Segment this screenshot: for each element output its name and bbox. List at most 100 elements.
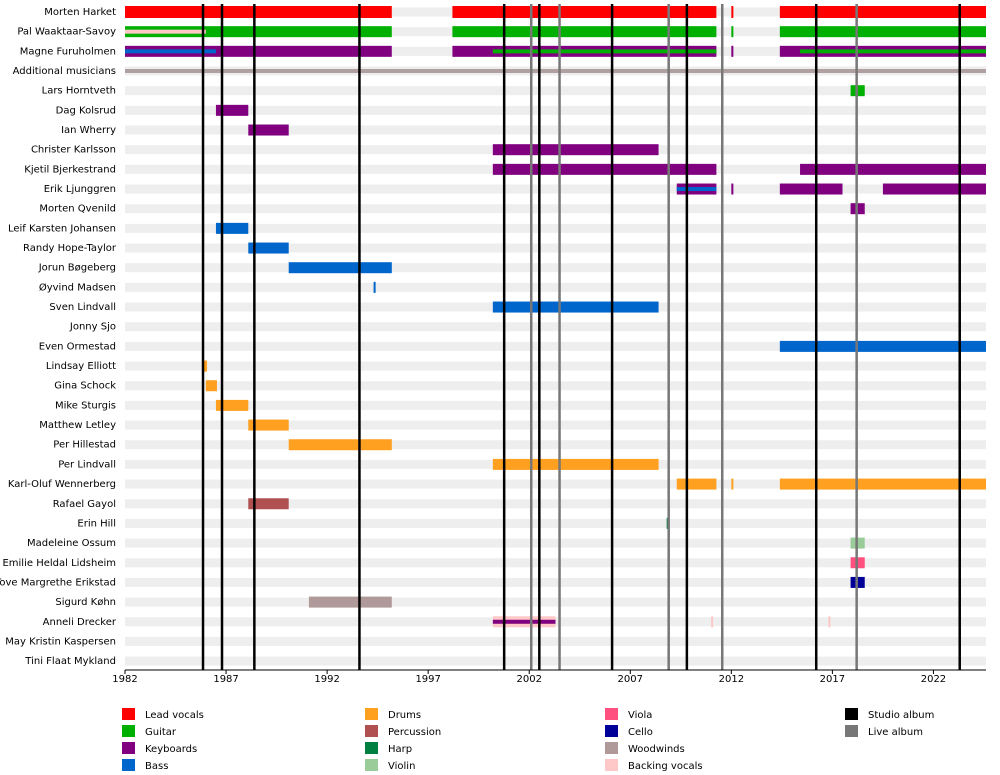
member-name: Rafael Gayol — [53, 499, 116, 510]
x-tick-label: 1987 — [213, 674, 238, 685]
role-bar — [676, 187, 717, 192]
member-name: Tove Margrethe Erikstad — [0, 577, 116, 588]
legend-label: Woodwinds — [628, 744, 685, 755]
role-bar — [125, 49, 216, 54]
legend-swatch — [605, 742, 618, 754]
row-band — [125, 558, 986, 568]
member-name: Emilie Heldal Lidsheim — [2, 558, 116, 569]
member-name: Per Hillestad — [53, 440, 116, 451]
role-bar — [800, 163, 986, 175]
role-bar — [492, 619, 556, 624]
role-bar — [203, 360, 208, 372]
legend-swatch — [122, 759, 135, 771]
x-tick-label: 1982 — [112, 674, 137, 685]
role-bar — [731, 26, 734, 38]
row-band — [125, 499, 986, 509]
legend-label: Percussion — [388, 727, 441, 738]
row-band — [125, 597, 986, 607]
member-name: Pal Waaktaar-Savoy — [17, 27, 116, 38]
member-name: Jonny Sjo — [69, 322, 116, 333]
role-bar — [731, 183, 734, 195]
role-bar — [248, 242, 289, 254]
legend-label: Backing vocals — [628, 761, 703, 772]
member-name: Randy Hope-Taylor — [23, 243, 117, 254]
row-band — [125, 223, 986, 233]
member-name: Per Lindvall — [58, 459, 116, 470]
member-name: Sven Lindvall — [49, 302, 116, 313]
x-tick-label: 1997 — [415, 674, 440, 685]
member-name: Magne Furuholmen — [20, 46, 116, 57]
row-band — [125, 125, 986, 135]
role-bar — [373, 281, 376, 293]
legend-label: Lead vocals — [145, 710, 204, 721]
legend-label: Viola — [628, 710, 652, 721]
role-bar — [452, 6, 717, 18]
role-bar — [215, 104, 249, 116]
row-band — [125, 656, 986, 666]
legend-label: Live album — [868, 727, 923, 738]
member-name: Erik Ljunggren — [44, 184, 116, 195]
row-band — [125, 636, 986, 646]
legend-swatch — [605, 725, 618, 737]
row-band — [125, 105, 986, 115]
separator — [125, 69, 986, 74]
member-name: Lindsay Elliott — [46, 361, 116, 372]
member-name: Sigurd Køhn — [55, 597, 116, 608]
legend-label: Violin — [388, 761, 415, 772]
role-bar — [288, 439, 392, 451]
role-bar — [666, 517, 669, 529]
member-name: Ian Wherry — [61, 125, 116, 136]
member-name: Christer Karlsson — [31, 145, 116, 156]
row-band — [125, 204, 986, 214]
role-bar — [125, 45, 392, 57]
legend-label: Studio album — [868, 710, 934, 721]
member-name: May Kristin Kaspersen — [5, 636, 116, 647]
legend-swatch — [122, 725, 135, 737]
member-name: Gina Schock — [54, 381, 116, 392]
row-band — [125, 381, 986, 391]
role-bar — [125, 29, 206, 34]
x-tick-label: 2012 — [719, 674, 744, 685]
role-bar — [492, 163, 717, 175]
member-name: Dag Kolsrud — [56, 105, 116, 116]
role-bar — [215, 399, 249, 411]
role-bar — [779, 340, 986, 352]
row-band — [125, 400, 986, 410]
legend-swatch — [605, 708, 618, 720]
role-bar — [125, 6, 392, 18]
row-band — [125, 263, 986, 273]
row-band — [125, 518, 986, 528]
role-bar — [882, 183, 986, 195]
legend-swatch — [845, 725, 858, 737]
member-name: Tini Flaat Mykland — [24, 656, 116, 667]
row-band — [125, 184, 986, 194]
member-name: Matthew Letley — [39, 420, 116, 431]
legend-swatch — [365, 759, 378, 771]
role-bar — [676, 478, 717, 490]
role-bar — [731, 45, 734, 57]
role-bar — [779, 26, 986, 38]
role-bar — [711, 616, 714, 628]
legend-swatch — [122, 742, 135, 754]
role-bar — [731, 6, 734, 18]
member-name: Øyvind Madsen — [39, 281, 116, 293]
role-bar — [492, 144, 659, 156]
x-tick-label: 2007 — [618, 674, 643, 685]
member-name: Kjetil Bjerkestrand — [24, 164, 116, 175]
role-bar — [288, 262, 392, 274]
row-band — [125, 479, 986, 489]
x-tick-label: 1992 — [314, 674, 339, 685]
row-band — [125, 341, 986, 351]
member-name: Morten Qvenild — [39, 204, 116, 215]
legend-label: Guitar — [145, 727, 177, 738]
row-band — [125, 322, 986, 332]
role-bar — [452, 26, 717, 38]
role-bar — [828, 616, 831, 628]
member-name: Mike Sturgis — [55, 400, 116, 411]
member-name: Lars Horntveth — [42, 86, 116, 97]
member-name: Anneli Drecker — [43, 617, 117, 628]
row-band — [125, 243, 986, 253]
role-bar — [248, 419, 289, 431]
member-name: Madeleine Ossum — [27, 538, 116, 549]
